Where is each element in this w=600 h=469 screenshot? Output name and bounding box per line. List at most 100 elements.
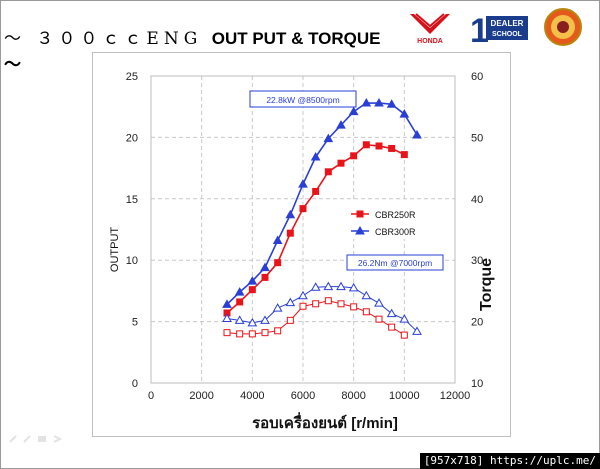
y2-tick-label: 40	[471, 194, 483, 206]
data-point	[375, 142, 383, 150]
series-line	[226, 102, 418, 305]
data-point	[234, 287, 245, 296]
data-point	[374, 298, 384, 307]
emblem-seal-icon	[544, 8, 582, 46]
series-cbr300r-power	[222, 98, 422, 308]
data-point	[350, 152, 358, 160]
data-point	[272, 303, 283, 312]
data-point	[361, 98, 372, 107]
annotation-box	[346, 254, 444, 271]
x-tick-label: 12000	[440, 390, 471, 402]
x-tick-label: 0	[148, 390, 154, 402]
power-torque-chart: 0 2000 4000 6000 8000 10000 12000 0 5 10 15 20 25 10 2…	[109, 71, 495, 432]
honda-wing-icon: HONDA	[410, 13, 450, 45]
svg-text:SCHOOL: SCHOOL	[492, 31, 523, 38]
y2-tick-label: 30	[471, 255, 483, 267]
annotation-max-torque: 26.2Nm @7000rpm	[346, 254, 444, 271]
data-point	[324, 297, 332, 305]
slide-toolbar-icons	[9, 435, 63, 443]
y2-tick-label: 10	[471, 378, 483, 390]
data-point	[400, 331, 408, 339]
data-point	[374, 98, 384, 107]
data-point	[223, 329, 231, 337]
data-point	[323, 133, 334, 143]
y-tick-label: 10	[126, 255, 138, 267]
data-point	[236, 298, 244, 306]
data-point	[324, 168, 332, 176]
data-point	[286, 316, 294, 324]
data-point	[299, 302, 307, 310]
data-point	[222, 313, 232, 323]
svg-text:1: 1	[470, 12, 489, 46]
data-point	[247, 276, 258, 285]
y2-tick-label: 20	[471, 317, 483, 329]
data-point	[388, 144, 396, 152]
data-point	[298, 179, 308, 188]
y-tick-label: 25	[126, 71, 138, 83]
x-tick-label: 6000	[291, 390, 315, 402]
data-point	[310, 152, 321, 161]
y2-axis-title: Torque	[478, 258, 495, 311]
data-point	[336, 120, 346, 129]
legend-swatch-marker	[355, 225, 365, 235]
series-line	[226, 286, 418, 332]
data-point	[274, 259, 282, 267]
x-tick-label: 8000	[341, 390, 365, 402]
data-point	[399, 314, 410, 323]
data-point	[285, 209, 296, 219]
labels-layer: รอบเครื่องยนต์ [r/min] OUTPUT Torque CBR250…	[109, 90, 495, 432]
data-point	[286, 229, 294, 237]
y-tick-label: 0	[132, 378, 138, 390]
data-point	[299, 205, 307, 213]
data-point	[350, 303, 358, 311]
series-cbr250r-power	[223, 141, 408, 317]
y2-tick-label: 60	[471, 71, 483, 83]
slide-title: ～ ３００ｃｃENG OUT PUT & TORQUE ～	[4, 26, 384, 77]
data-point	[361, 290, 372, 300]
data-point	[261, 329, 269, 337]
data-point	[362, 141, 370, 149]
data-point	[234, 315, 245, 324]
data-point	[274, 327, 282, 335]
series-cbr250r-torque	[223, 297, 408, 339]
data-point	[298, 290, 308, 300]
honda-logo-text: HONDA	[417, 38, 443, 45]
data-point	[247, 317, 258, 327]
x-axis-title: รอบเครื่องยนต์ [r/min]	[252, 412, 398, 432]
axes-layer: 0 2000 4000 6000 8000 10000 12000 0 5 10 15 20 25 10 2…	[126, 71, 484, 402]
data-point	[399, 109, 410, 118]
data-point	[260, 262, 270, 272]
emblem-seal-logo	[543, 7, 583, 47]
dealer-school-logo: 1 DEALER SCHOOL	[466, 10, 530, 50]
x-tick-label: 4000	[240, 390, 264, 402]
legend-label: CBR300R	[375, 227, 416, 237]
annotation-max-power: 22.8kW @8500rpm	[249, 90, 357, 108]
data-point	[386, 308, 397, 318]
data-point	[312, 187, 320, 195]
x-tick-label: 2000	[189, 390, 213, 402]
annotation-text: 22.8kW @8500rpm	[266, 95, 339, 105]
data-point	[260, 315, 270, 324]
data-point	[362, 308, 370, 316]
slide-title-prefix: ～ ３００ｃｃENG	[4, 29, 203, 49]
slide-toolbar[interactable]	[8, 432, 68, 450]
slide-title-rest: OUT PUT & TORQUE ～	[4, 29, 381, 74]
data-point	[337, 300, 345, 308]
honda-wing-logo: HONDA	[406, 8, 454, 46]
data-point	[412, 129, 422, 139]
legend-swatch-marker	[356, 210, 364, 218]
data-point	[348, 106, 359, 116]
x-tick-label: 10000	[389, 390, 420, 402]
chart-area: 0 2000 4000 6000 8000 10000 12000 0 5 10 15 20 25 10 2…	[92, 52, 511, 437]
dealer-school-icon: 1 DEALER SCHOOL	[466, 10, 530, 50]
y-tick-label: 15	[126, 194, 138, 206]
data-point	[337, 159, 345, 167]
watermark: [957x718] https://uplc.me/	[419, 453, 600, 469]
data-point	[323, 281, 334, 291]
data-point	[248, 286, 256, 294]
data-point	[272, 235, 283, 245]
data-point	[336, 281, 346, 291]
data-point	[388, 323, 396, 331]
annotation-text: 26.2Nm @7000rpm	[358, 258, 432, 268]
y2-tick-label: 50	[471, 132, 483, 144]
